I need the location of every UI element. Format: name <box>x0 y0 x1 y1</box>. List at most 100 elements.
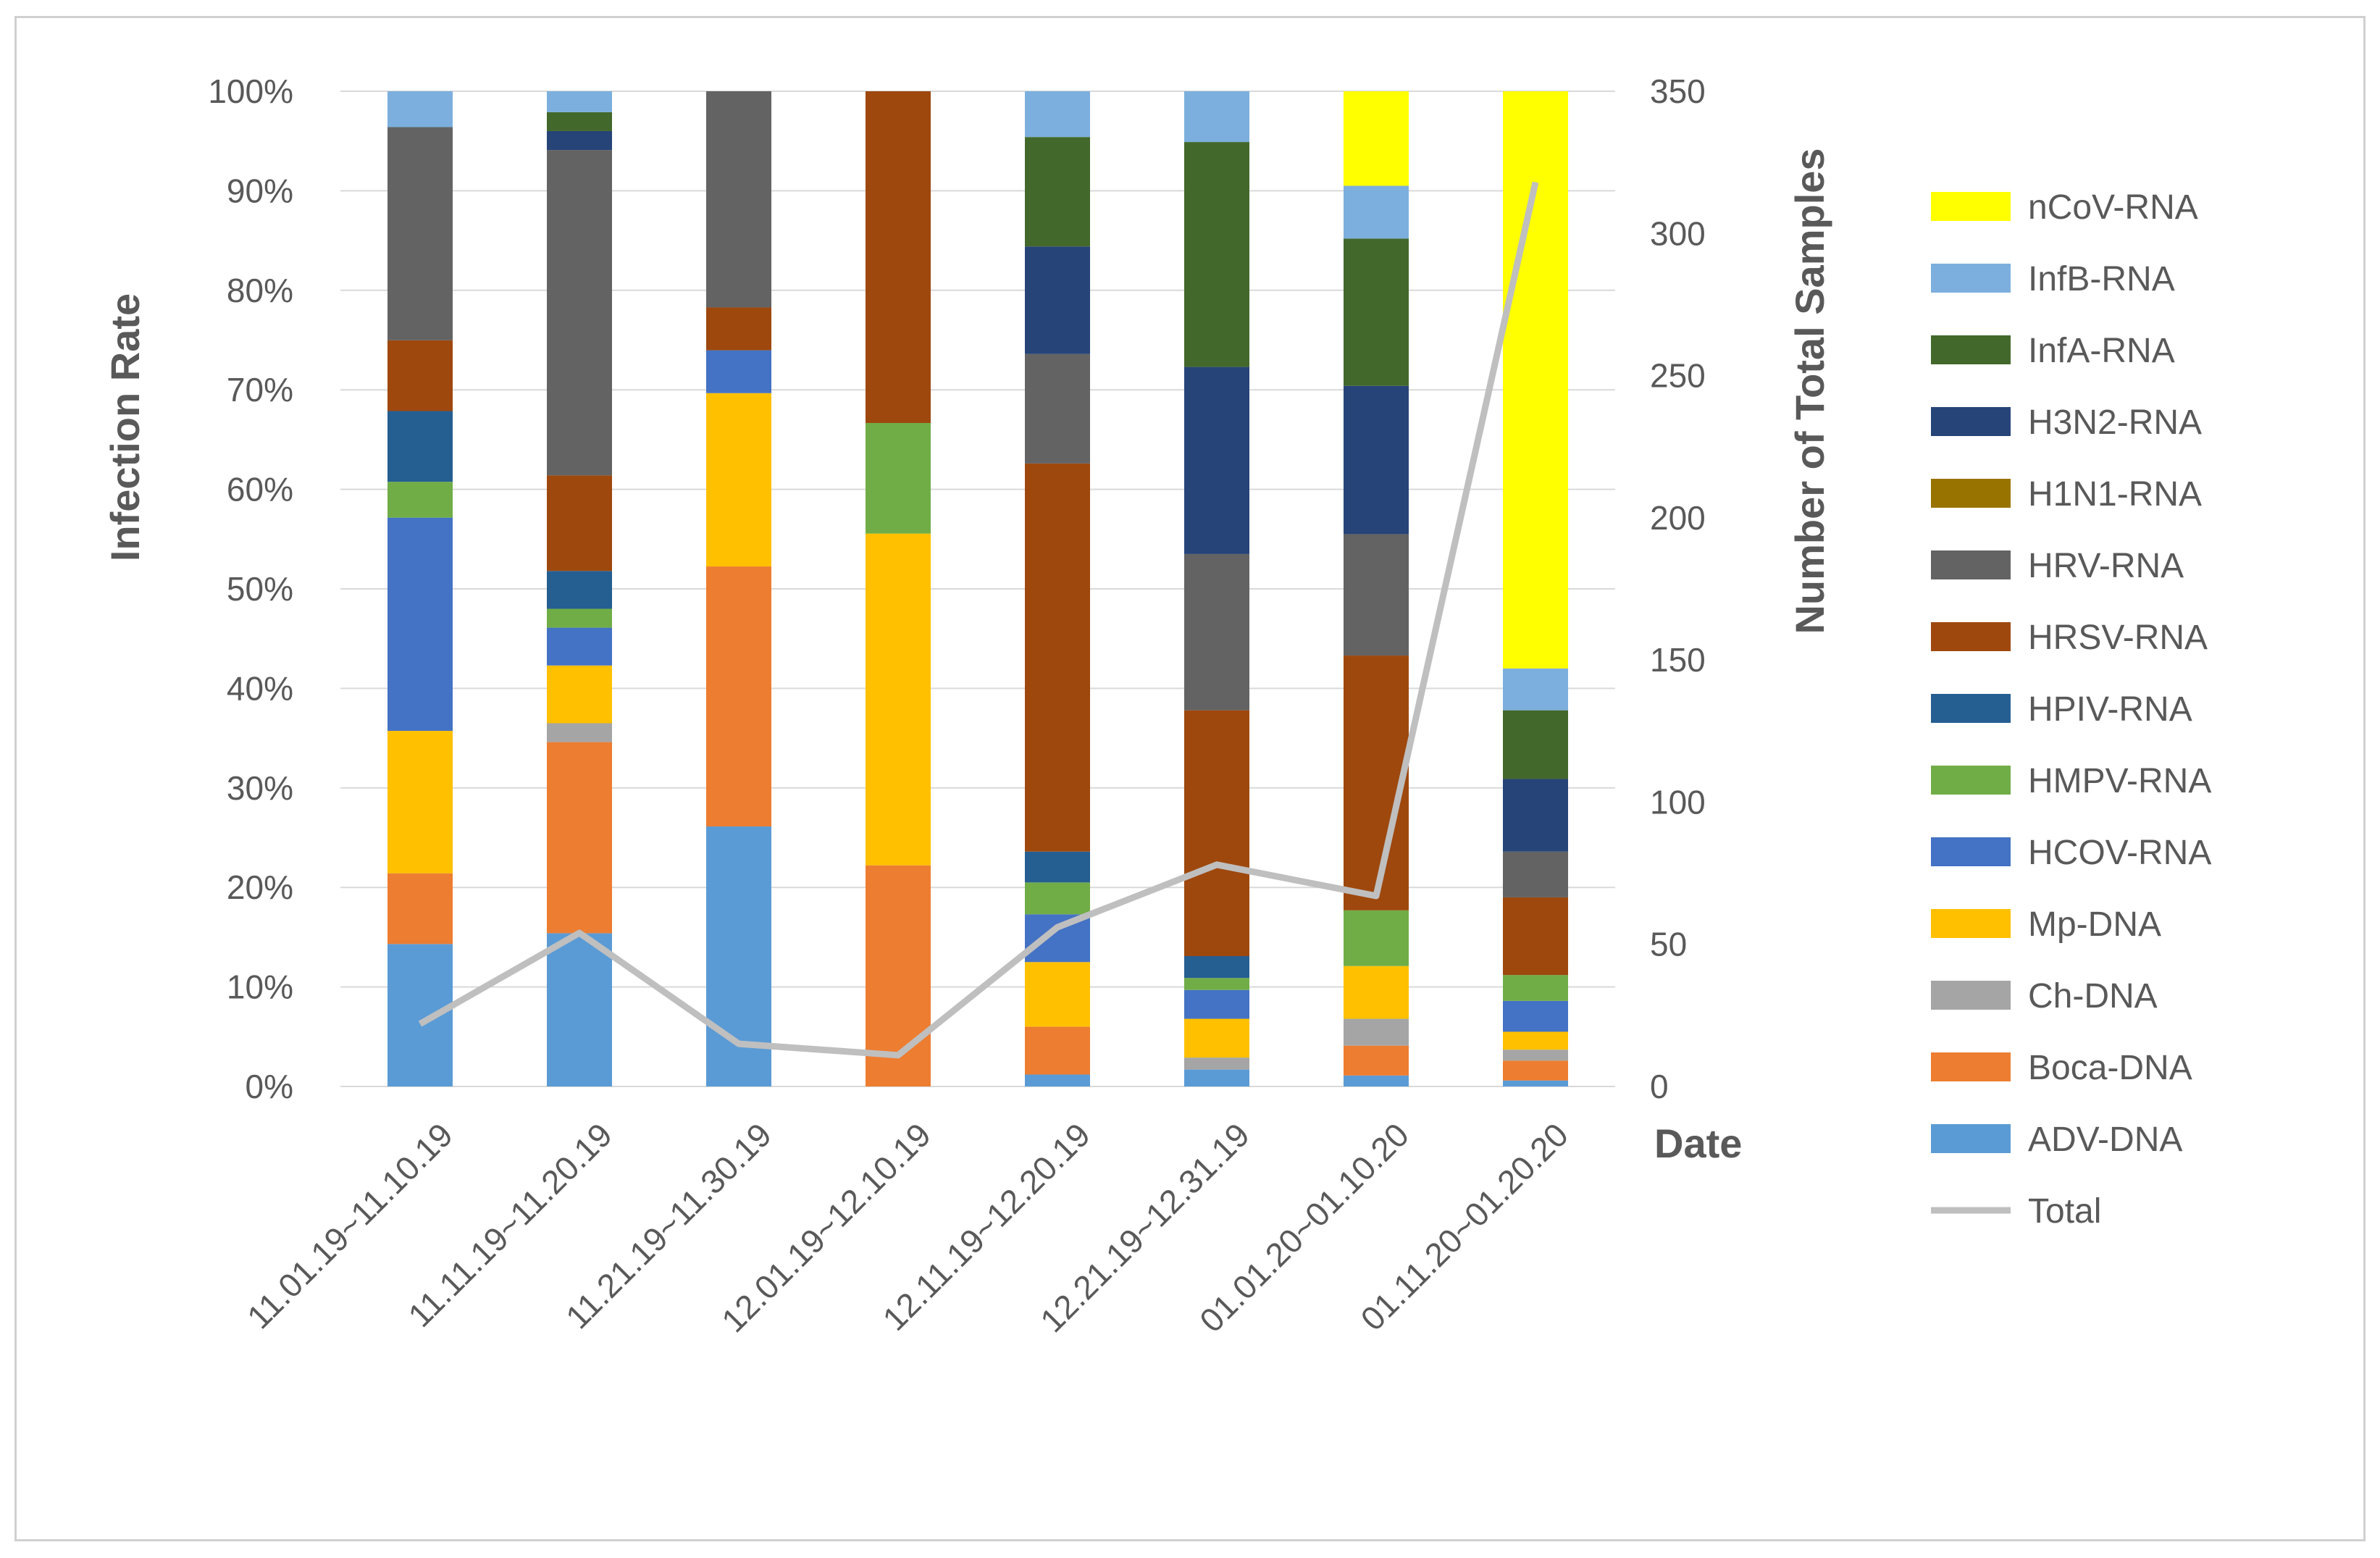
bar-segment-infb-rna <box>1344 185 1409 239</box>
legend-swatch <box>1931 407 2011 436</box>
bar-segment-hrv-rna <box>1344 534 1409 656</box>
bar-segment-boca-dna <box>706 566 771 827</box>
legend-label: HCOV-RNA <box>2028 834 2211 872</box>
gridlines <box>340 91 1615 1087</box>
bar-segment-h3n2-rna <box>1344 385 1409 535</box>
legend-swatch <box>1931 192 2011 221</box>
bar-segment-hrsv-rna <box>1184 710 1249 957</box>
legend-label: HRV-RNA <box>2028 547 2184 585</box>
bar-segment-hrsv-rna <box>706 307 771 351</box>
y-tick-label: 20% <box>227 868 293 906</box>
legend-label: Mp-DNA <box>2028 905 2161 944</box>
legend-item: InfA-RNA <box>1931 332 2175 370</box>
legend-swatch <box>1931 1052 2011 1081</box>
y2-tick-label: 200 <box>1650 499 1706 537</box>
bar-segment-boca-dna <box>387 873 453 945</box>
y2-tick-label: 350 <box>1650 72 1706 110</box>
legend-label: nCoV-RNA <box>2028 188 2198 227</box>
legend-swatch <box>1931 335 2011 364</box>
legend: nCoV-RNA InfB-RNA InfA-RNA H3N2-RNA H1N1-RNA… <box>1931 188 2211 1231</box>
y-tick-label: 80% <box>227 272 293 309</box>
bar-segment-mp-dna <box>387 730 453 874</box>
legend-swatch <box>1931 479 2011 508</box>
legend-item: ADV-DNA <box>1931 1121 2182 1159</box>
bar-segment-adv-dna <box>1503 1080 1568 1086</box>
x-axis-title: Date <box>1654 1121 1742 1166</box>
legend-label: H1N1-RNA <box>2028 475 2202 514</box>
bar-segment-boca-dna <box>1344 1045 1409 1076</box>
legend-item: H1N1-RNA <box>1931 475 2202 514</box>
bar-segment-boca-dna <box>1503 1060 1568 1081</box>
legend-swatch <box>1931 837 2011 866</box>
y-tick-label: 70% <box>227 371 293 409</box>
legend-label: InfA-RNA <box>2028 332 2175 370</box>
bar-stack <box>387 91 453 1086</box>
bar-stack <box>1184 91 1249 1086</box>
bar-segment-mp-dna <box>1025 962 1090 1027</box>
bar-segment-mp-dna <box>547 665 612 724</box>
legend-item: HRSV-RNA <box>1931 619 2208 657</box>
y2-tick-label: 50 <box>1650 926 1687 963</box>
bar-segment-hrv-rna <box>547 150 612 476</box>
bar-segment-ch-dna <box>547 723 612 742</box>
bar-segment-mp-dna <box>1503 1031 1568 1050</box>
bar-segment-hrv-rna <box>1025 353 1090 464</box>
bar-segment-mp-dna <box>866 533 931 866</box>
bar-segment-hcov-rna <box>706 350 771 393</box>
bar-segment-ncov-rna <box>1344 91 1409 186</box>
bar-segment-hmpv-rna <box>866 423 931 534</box>
bar-segment-boca-dna <box>866 865 931 1086</box>
bar-segment-hrsv-rna <box>387 340 453 411</box>
legend-label: ADV-DNA <box>2028 1121 2182 1159</box>
y2-tick-label: 250 <box>1650 357 1706 395</box>
bar-segment-infa-rna <box>547 112 612 131</box>
bar-stacks <box>387 91 1568 1086</box>
y2-axis-title: Number of Total Samples <box>1787 148 1832 634</box>
bar-segment-mp-dna <box>1344 966 1409 1019</box>
bar-segment-hpiv-rna <box>547 571 612 609</box>
y-tick-label: 40% <box>227 669 293 707</box>
bar-stack <box>1344 91 1409 1086</box>
bar-segment-infa-rna <box>1025 137 1090 247</box>
bar-segment-infa-rna <box>1344 238 1409 386</box>
y-tick-label: 10% <box>227 968 293 1006</box>
legend-item: nCoV-RNA <box>1931 188 2198 227</box>
bar-stack <box>706 91 771 1086</box>
bar-segment-hmpv-rna <box>387 482 453 518</box>
bar-segment-hcov-rna <box>1503 1000 1568 1032</box>
bar-segment-ch-dna <box>1344 1018 1409 1046</box>
bar-segment-h3n2-rna <box>1025 246 1090 354</box>
bar-segment-hrv-rna <box>1503 851 1568 897</box>
bar-segment-infb-rna <box>1184 91 1249 143</box>
bar-segment-hmpv-rna <box>547 608 612 628</box>
y-tick-label: 50% <box>227 570 293 608</box>
bar-segment-hrv-rna <box>387 127 453 340</box>
total-line <box>418 181 1539 1059</box>
bar-segment-infa-rna <box>1184 142 1249 367</box>
legend-item: Boca-DNA <box>1931 1049 2192 1087</box>
legend-label: H3N2-RNA <box>2028 403 2202 442</box>
legend-item: Total <box>1931 1192 2101 1231</box>
legend-item: HPIV-RNA <box>1931 690 2192 729</box>
bar-stack <box>866 91 931 1086</box>
bar-segment-h3n2-rna <box>547 130 612 151</box>
y2-tick-label: 300 <box>1650 214 1706 252</box>
y-tick-label: 0% <box>246 1068 293 1105</box>
bar-segment-infb-rna <box>1025 91 1090 138</box>
bar-segment-hrsv-rna <box>547 475 612 571</box>
legend-swatch <box>1931 264 2011 293</box>
legend-item: InfB-RNA <box>1931 260 2175 298</box>
bar-segment-adv-dna <box>1025 1074 1090 1086</box>
bar-segment-hcov-rna <box>1184 989 1249 1019</box>
bar-segment-hpiv-rna <box>387 411 453 482</box>
y-axis-title: Infection Rate <box>102 293 148 561</box>
legend-swatch <box>1931 981 2011 1010</box>
bar-segment-mp-dna <box>706 393 771 567</box>
legend-item: H3N2-RNA <box>1931 403 2202 442</box>
bar-segment-h3n2-rna <box>1503 779 1568 852</box>
bar-segment-infa-rna <box>1503 710 1568 779</box>
bar-segment-hcov-rna <box>547 627 612 666</box>
bar-stack <box>547 91 612 1086</box>
y2-tick-label: 0 <box>1650 1068 1669 1105</box>
